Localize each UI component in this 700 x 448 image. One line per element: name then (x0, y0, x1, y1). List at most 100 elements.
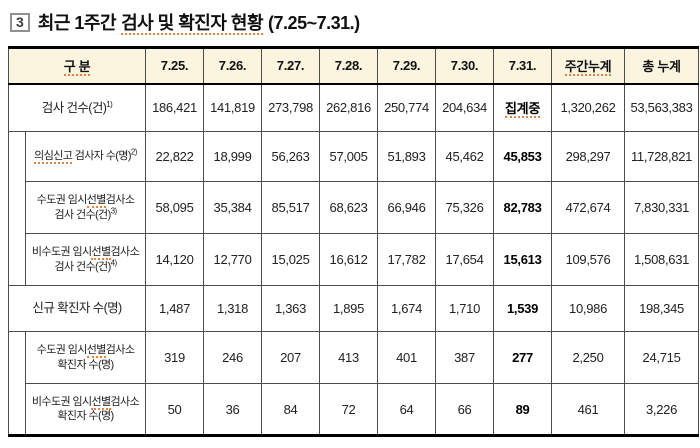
row-label-line: 검사 건수(건)3) (26, 206, 145, 222)
value-cell: 11,728,821 (624, 131, 700, 182)
label-text: 확진자 수(명) (57, 410, 114, 422)
value-text: 298,297 (565, 149, 611, 164)
label-text: 검사소 (105, 194, 135, 207)
value-cell: 53,563,383 (624, 83, 700, 132)
value-text: 50 (167, 401, 182, 417)
value-cell: 273,798 (261, 83, 321, 132)
value-text: 11,728,821 (630, 149, 693, 164)
value-cell: 207 (261, 331, 321, 384)
value-cell: 1,318 (203, 285, 263, 332)
value-text: 18,999 (213, 149, 252, 164)
col-header-day-5: 7.29. (377, 47, 437, 85)
value-cell: 1,363 (261, 285, 321, 332)
value-cell: 1,487 (145, 285, 205, 332)
value-cell: 246 (203, 331, 263, 384)
value-cell: 204,634 (435, 83, 495, 132)
value-cell: 7,830,331 (624, 181, 700, 234)
value-cell: 85,517 (261, 181, 321, 234)
col-header-weekly-total: 주간누계 (551, 47, 626, 85)
value-text: 36 (225, 401, 240, 417)
col-header-day-3: 7.27. (261, 47, 321, 85)
row-label-line: 비수도권 임시선별검사소 (26, 245, 145, 261)
value-cell: 집계중 (493, 83, 553, 132)
value-cell: 17,782 (377, 233, 437, 286)
value-text: 집계중 (505, 101, 540, 119)
value-cell: 1,508,631 (624, 233, 700, 286)
page-title: 최근 1주간 검사 및 확진자 현황 (7.25~7.31.) (38, 9, 365, 35)
value-cell: 1,895 (319, 285, 379, 332)
table-row: 신규 확진자 수(명) 1,487 1,318 1,363 1,895 1,674 1,71… (7, 285, 700, 332)
value-text: 24,715 (642, 350, 681, 365)
value-cell: 109,576 (551, 233, 626, 286)
value-text: 64 (399, 401, 414, 417)
table-row: 의심신고 검사자 수(명)2) 22,822 18,999 56,263 57,005 5… (8, 131, 700, 286)
col-header-category: 구 분 (7, 47, 147, 85)
col-header-day-7: 7.31. (493, 47, 553, 85)
label-text: 검사소 (110, 395, 140, 408)
value-cell: 68,623 (319, 181, 379, 234)
value-cell: 22,822 (145, 131, 205, 182)
col-header-category-label: 구 분 (63, 59, 91, 77)
label-text: 검사자 수(명) (72, 150, 132, 163)
value-text: 198,345 (639, 301, 684, 316)
value-text: 84 (283, 401, 298, 417)
row-label: 비수도권 임시선별검사소 검사 건수(건)4) (24, 233, 147, 286)
value-text: 68,623 (329, 200, 368, 215)
header-row: 구 분 7.25. 7.26. 7.27. 7.28. 7.29. 7.30. … (7, 47, 700, 85)
row-label-line: 비수도권 임시선별검사소 (26, 395, 145, 410)
col-header-day-2: 7.26. (203, 47, 263, 85)
value-text: 1,318 (216, 301, 249, 316)
row-label: 수도권 임시선별검사소 검사 건수(건)3) (24, 181, 147, 234)
label-text: 수도권 임시 (36, 344, 88, 357)
value-text: 186,421 (152, 100, 197, 116)
value-cell: 1,320,262 (551, 83, 626, 132)
footnote-marker: 4) (110, 257, 118, 267)
section-title: 3 최근 1주간 검사 및 확진자 현황 (7.25~7.31.) (10, 9, 697, 35)
value-text: 472,674 (565, 200, 611, 215)
row-label-line: 수도권 임시선별검사소 (26, 343, 145, 359)
value-text: 262,816 (326, 100, 371, 116)
label-text: 비수도권 임시 (31, 246, 92, 259)
value-text: 10,986 (569, 301, 607, 316)
label-text: 선별 (86, 194, 106, 209)
title-date-range: (7.25~7.31.) (268, 13, 360, 33)
value-text: 7,830,331 (633, 200, 690, 215)
value-text: 387 (454, 350, 475, 365)
value-text: 15,613 (503, 252, 542, 267)
table-row: 비수도권 임시선별검사소 검사 건수(건)4) 14,120 12,770 15,025… (9, 233, 700, 286)
value-cell: 75,326 (435, 181, 495, 234)
value-cell: 1,674 (377, 285, 437, 332)
value-text: 15,025 (271, 252, 310, 267)
value-text: 1,539 (506, 301, 539, 316)
table-row: 수도권 임시선별검사소 확진자 수(명) 319 246 207 413 401 387 277… (8, 331, 700, 436)
label-text: 선별 (86, 344, 106, 359)
value-text: 22,822 (155, 149, 194, 164)
footnote-marker: 2) (130, 147, 138, 157)
value-cell: 45,853 (493, 131, 553, 182)
col-header-weekly-total-label: 주간누계 (564, 59, 612, 77)
value-text: 75,326 (445, 200, 484, 215)
value-cell: 198,345 (624, 285, 700, 332)
label-text: 선별 (91, 395, 111, 410)
section-number-box: 3 (10, 12, 30, 32)
value-cell: 24,715 (624, 331, 700, 384)
value-cell: 15,025 (261, 233, 321, 286)
value-cell: 66 (435, 383, 495, 436)
value-text: 246 (222, 350, 243, 365)
label-text: 검사소 (110, 246, 140, 259)
value-text: 319 (164, 350, 185, 365)
value-text: 109,576 (565, 252, 611, 267)
value-text: 413 (338, 350, 359, 365)
row-label: 수도권 임시선별검사소 확진자 수(명) (24, 331, 147, 384)
value-text: 1,363 (274, 301, 307, 316)
value-cell: 250,774 (377, 83, 437, 132)
label-text: 검사 건수(건) (41, 100, 107, 115)
value-cell: 14,120 (145, 233, 205, 286)
value-text: 72 (341, 401, 356, 417)
col-header-day-6: 7.30. (435, 47, 495, 85)
value-text: 17,654 (445, 252, 484, 267)
table-row: 비수도권 임시선별검사소 확진자 수(명) 50 36 84 72 64 66 89 461 3,2… (9, 383, 700, 436)
value-cell: 72 (319, 383, 379, 436)
value-text: 12,770 (213, 252, 252, 267)
row-label-line: 신규 확진자 수(명) (9, 300, 145, 316)
